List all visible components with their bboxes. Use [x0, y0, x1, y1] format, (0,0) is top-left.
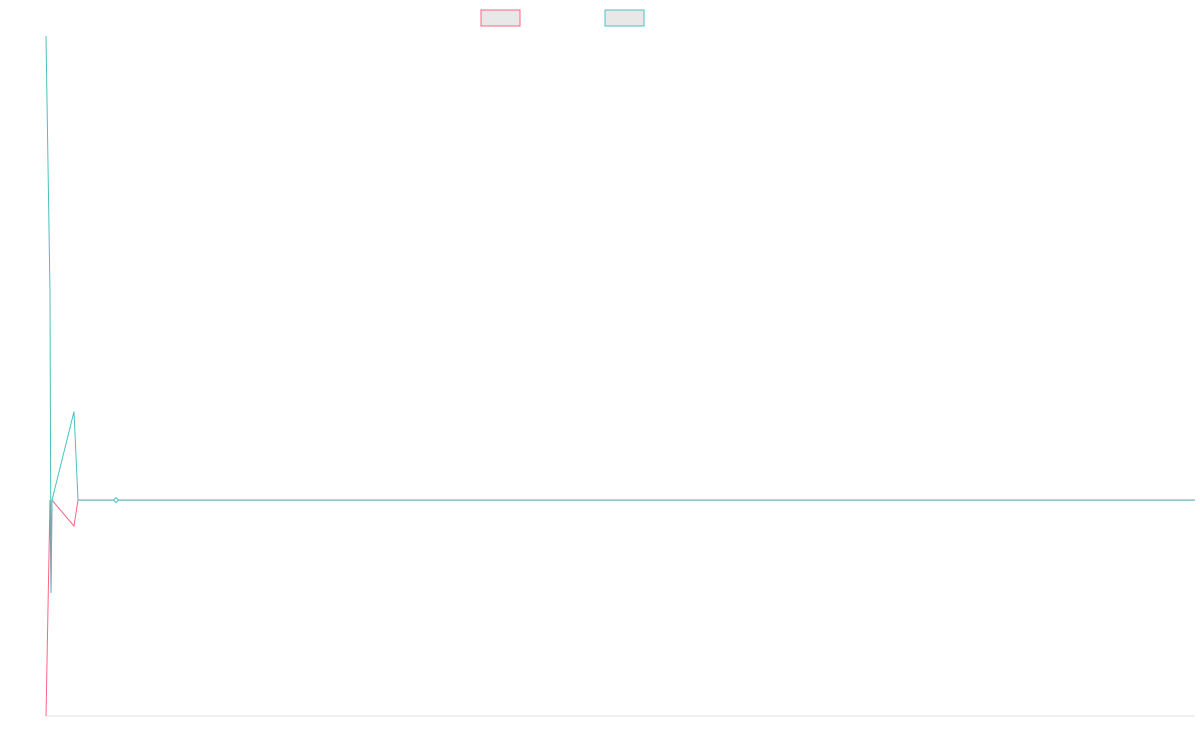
series-line — [45, 35, 1195, 593]
series-line — [45, 498, 1195, 717]
legend-swatch[interactable] — [480, 9, 521, 27]
legend-swatch[interactable] — [604, 9, 645, 27]
point-marker — [112, 496, 120, 504]
